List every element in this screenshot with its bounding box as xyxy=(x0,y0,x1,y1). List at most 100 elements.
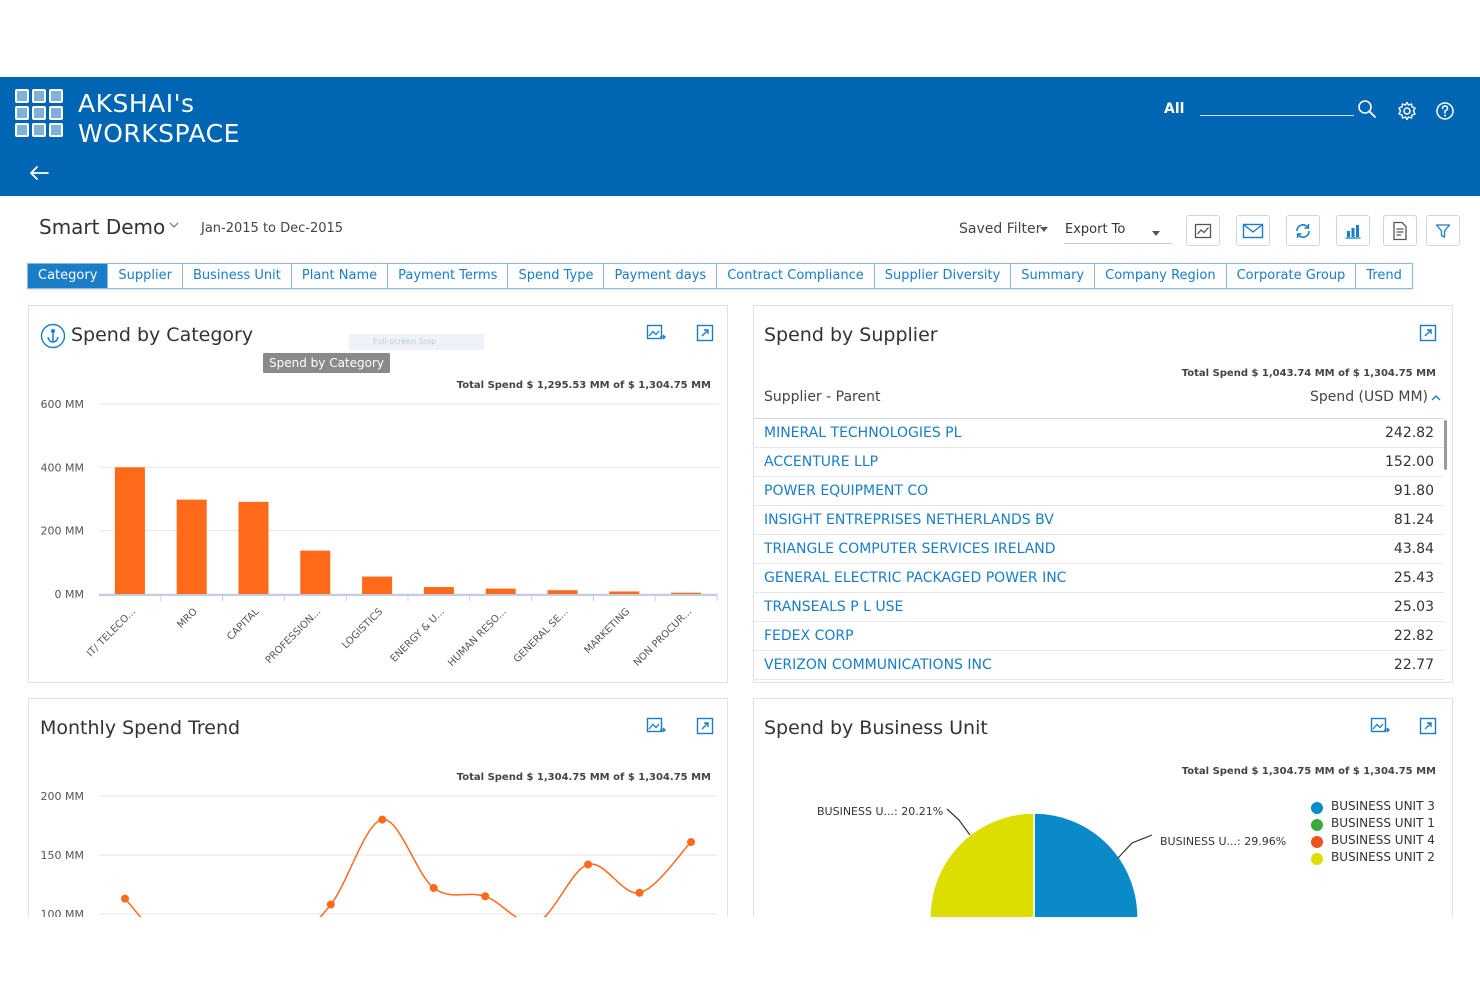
image-export-icon[interactable] xyxy=(646,716,666,736)
pie-slice[interactable] xyxy=(1033,812,1139,928)
supplier-name-link[interactable]: MINERAL TECHNOLOGIES PL xyxy=(764,425,962,441)
tab-spend-type[interactable]: Spend Type xyxy=(508,264,605,288)
bar[interactable] xyxy=(609,591,640,594)
chart-tooltip: Spend by Category xyxy=(263,353,391,373)
table-row[interactable]: TRANSEALS P L USE 25.03 xyxy=(754,593,1444,622)
expand-icon[interactable] xyxy=(695,716,715,736)
tab-business-unit[interactable]: Business Unit xyxy=(182,264,292,288)
bar[interactable] xyxy=(238,501,269,594)
report-title[interactable]: Smart Demo xyxy=(39,215,166,239)
expand-icon[interactable] xyxy=(1418,716,1438,736)
column-header-supplier[interactable]: Supplier - Parent xyxy=(764,389,881,405)
x-tick-label: PROFESSION... xyxy=(264,606,324,666)
table-row[interactable]: VERIZON COMMUNICATIONS INC 22.77 xyxy=(754,651,1444,680)
table-row[interactable]: FEDEX CORP 22.82 xyxy=(754,622,1444,651)
x-tick-label: LOGISTICS xyxy=(340,606,385,651)
expand-icon[interactable] xyxy=(1418,323,1438,343)
workspace-logo-icon[interactable] xyxy=(15,89,63,137)
export-to-dropdown[interactable]: Export To xyxy=(1064,220,1172,244)
category-bar-chart: 0 MM 200 MM 400 MM 600 MM IT/ TELECO... MRO CA… xyxy=(41,398,719,669)
tab-supplier[interactable]: Supplier xyxy=(108,264,183,288)
supplier-name-link[interactable]: FEDEX CORP xyxy=(764,628,854,644)
supplier-name-link[interactable]: INSIGHT ENTREPRISES NETHERLANDS BV xyxy=(764,512,1054,528)
back-arrow-icon[interactable] xyxy=(28,163,50,183)
data-point[interactable] xyxy=(635,888,644,897)
refresh-button[interactable] xyxy=(1286,215,1320,246)
refresh-icon xyxy=(1296,223,1310,238)
expand-icon[interactable] xyxy=(695,323,715,343)
image-export-icon[interactable] xyxy=(1370,716,1390,736)
tab-category[interactable]: Category xyxy=(28,264,109,288)
image-export-icon[interactable] xyxy=(646,323,666,343)
export-report-button[interactable] xyxy=(1383,215,1417,246)
supplier-name-link[interactable]: VERIZON COMMUNICATIONS INC xyxy=(764,657,992,673)
chart-view-button[interactable] xyxy=(1186,215,1220,246)
data-point[interactable] xyxy=(378,815,387,824)
table-row[interactable]: ACCENTURE LLP 152.00 xyxy=(754,448,1444,477)
chevron-down-icon[interactable] xyxy=(168,219,180,231)
tab-payment-days[interactable]: Payment days xyxy=(604,264,718,288)
search-icon[interactable] xyxy=(1357,99,1377,119)
saved-filter-dropdown[interactable]: Saved Filter xyxy=(959,221,1042,237)
bar[interactable] xyxy=(176,499,207,594)
data-point[interactable] xyxy=(481,892,490,901)
search-scope-select[interactable]: All xyxy=(1164,101,1185,117)
table-row[interactable]: GENERAL ELECTRIC PACKAGED POWER INC 25.43 xyxy=(754,564,1444,593)
tab-summary[interactable]: Summary xyxy=(1011,264,1096,288)
data-point[interactable] xyxy=(429,884,438,893)
supplier-name-link[interactable]: TRIANGLE COMPUTER SERVICES IRELAND xyxy=(764,541,1056,557)
total-spend-label: Total Spend $ 1,295.53 MM of $ 1,304.75 … xyxy=(456,380,711,391)
envelope-icon xyxy=(1242,223,1264,238)
supplier-name-link[interactable]: POWER EQUIPMENT CO xyxy=(764,483,929,499)
table-row[interactable]: POWER EQUIPMENT CO 91.80 xyxy=(754,477,1444,506)
app-header: AKSHAI's WORKSPACE All xyxy=(0,77,1480,196)
supplier-name-link[interactable]: ACCENTURE LLP xyxy=(764,454,879,470)
x-tick-label: CAPITAL xyxy=(225,606,262,643)
bar[interactable] xyxy=(362,576,393,594)
bar[interactable] xyxy=(485,588,516,594)
tab-plant-name[interactable]: Plant Name xyxy=(291,264,389,288)
caret-down-icon[interactable] xyxy=(1040,227,1048,232)
sort-ascending-icon[interactable] xyxy=(1430,392,1442,404)
bar[interactable] xyxy=(300,550,331,594)
table-row[interactable]: INSIGHT ENTREPRISES NETHERLANDS BV 81.24 xyxy=(754,506,1444,535)
date-range: Jan-2015 to Dec-2015 xyxy=(201,221,344,236)
settings-gear-icon[interactable] xyxy=(1397,101,1417,121)
total-spend-label: Total Spend $ 1,304.75 MM of $ 1,304.75 … xyxy=(1181,766,1436,777)
tab-contract-compliance[interactable]: Contract Compliance xyxy=(717,264,875,288)
help-icon[interactable] xyxy=(1435,101,1455,121)
table-scrollbar[interactable] xyxy=(1444,420,1447,470)
callout-line xyxy=(1117,834,1153,859)
supplier-name-link[interactable]: GENERAL ELECTRIC PACKAGED POWER INC xyxy=(764,570,1067,586)
supplier-spend-value: 152.00 xyxy=(1385,454,1434,470)
bar-chart-icon xyxy=(1345,224,1361,239)
search-input[interactable] xyxy=(1200,115,1354,116)
tab-corporate-group[interactable]: Corporate Group xyxy=(1226,264,1357,288)
bar[interactable] xyxy=(114,467,145,594)
data-point[interactable] xyxy=(326,900,335,909)
spend-by-business-unit-panel: Spend by Business Unit Total Spend $ 1,3… xyxy=(753,698,1453,928)
data-point[interactable] xyxy=(687,838,695,847)
column-header-spend[interactable]: Spend (USD MM) xyxy=(1309,389,1428,405)
data-point[interactable] xyxy=(584,860,593,869)
bar[interactable] xyxy=(671,592,702,594)
filter-button[interactable] xyxy=(1426,215,1460,246)
table-row[interactable]: MINERAL TECHNOLOGIES PL 242.82 xyxy=(754,419,1444,448)
y-tick-label: 600 MM xyxy=(41,398,84,411)
tab-supplier-diversity[interactable]: Supplier Diversity xyxy=(874,264,1012,288)
pie-slice[interactable] xyxy=(929,812,1035,928)
tab-trend[interactable]: Trend xyxy=(1356,264,1412,288)
supplier-name-link[interactable]: TRANSEALS P L USE xyxy=(764,599,904,615)
data-point[interactable] xyxy=(121,894,129,903)
tab-payment-terms[interactable]: Payment Terms xyxy=(388,264,509,288)
bar[interactable] xyxy=(423,587,454,594)
email-button[interactable] xyxy=(1236,215,1270,246)
table-row[interactable]: TRIANGLE COMPUTER SERVICES IRELAND 43.84 xyxy=(754,535,1444,564)
drilldown-icon[interactable] xyxy=(40,323,66,349)
supplier-table: MINERAL TECHNOLOGIES PL 242.82 ACCENTURE L… xyxy=(754,418,1444,680)
analytics-button[interactable] xyxy=(1336,215,1370,246)
tab-company-region[interactable]: Company Region xyxy=(1095,264,1227,288)
panel-title: Monthly Spend Trend xyxy=(40,717,241,739)
bar[interactable] xyxy=(547,590,578,594)
panel-title: Spend by Supplier xyxy=(764,324,938,346)
